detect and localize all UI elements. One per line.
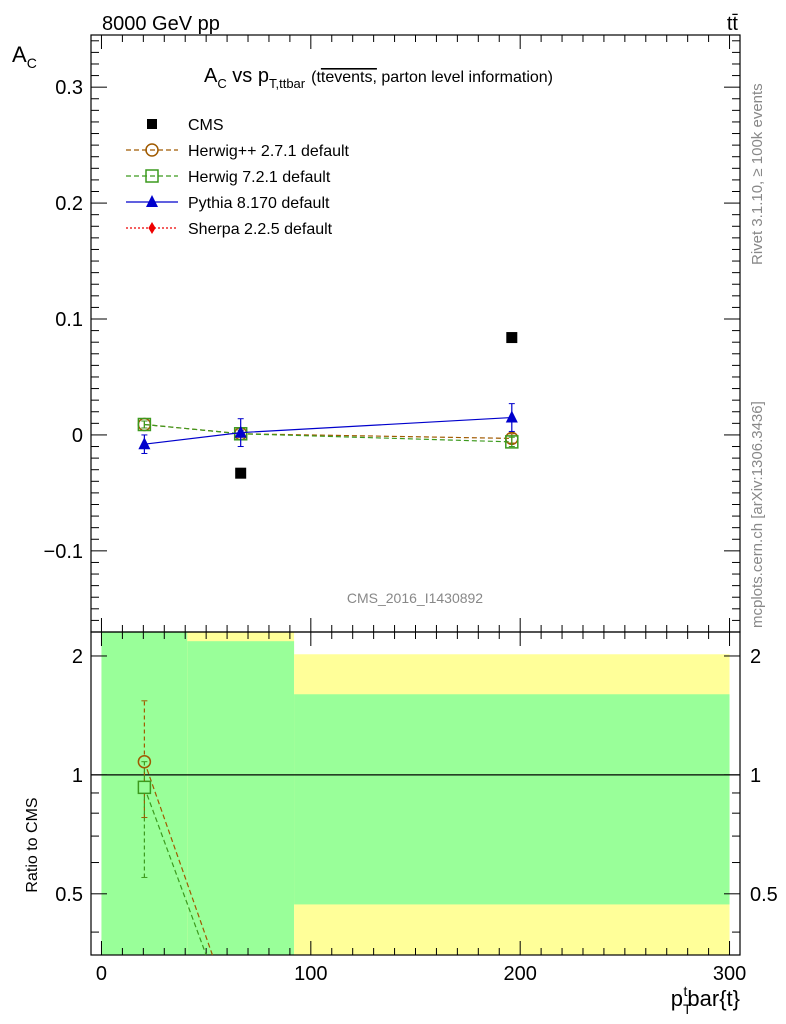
main-plot-area: −0.1 0 0.1 0.2 0.3 bbox=[44, 34, 741, 633]
mcplots-label: mcplots.cern.ch [arXiv:1306.3436] bbox=[749, 401, 766, 628]
herwig7-ratio-line bbox=[143, 787, 207, 956]
ratio-y-tick-label-right: 0.5 bbox=[750, 884, 778, 906]
x-tick-label: 200 bbox=[503, 963, 536, 985]
y-tick-label: 0.2 bbox=[55, 193, 83, 215]
pythia-point bbox=[234, 425, 247, 438]
legend-marker-herwigpp bbox=[145, 143, 159, 157]
y-tick-label: 0.3 bbox=[55, 77, 83, 99]
legend-marker-pythia bbox=[146, 195, 158, 207]
legend-label-herwigpp: Herwig++ 2.7.1 default bbox=[188, 143, 350, 160]
pythia-point bbox=[505, 410, 518, 423]
ratio-inner-band-1 bbox=[187, 641, 295, 955]
ratio-plot-area: 0 100 200 300 0.5 0.5 1 1 2 2 bbox=[55, 631, 778, 985]
cms-data-point bbox=[235, 467, 247, 479]
ratio-y-tick-label-right: 1 bbox=[750, 765, 761, 787]
x-axis-label: pTtbar{t} bbox=[671, 983, 740, 1017]
legend-marker-sherpa bbox=[148, 222, 156, 234]
legend-label-pythia: Pythia 8.170 default bbox=[188, 195, 330, 212]
legend: CMS Herwig++ 2.7.1 default Herwig 7.2.1 de… bbox=[126, 117, 350, 238]
cms-data-point bbox=[506, 332, 518, 344]
ratio-y-tick-label-right: 2 bbox=[750, 646, 761, 668]
energy-label: 8000 GeV pp bbox=[102, 13, 220, 35]
ratio-y-tick-label: 1 bbox=[72, 765, 83, 787]
rivet-label: Rivet 3.1.10, ≥ 100k events bbox=[749, 83, 766, 265]
ratio-inner-band-2 bbox=[294, 694, 730, 905]
legend-label-sherpa: Sherpa 2.2.5 default bbox=[188, 221, 333, 238]
herwig7-point bbox=[505, 435, 519, 449]
x-tick-label: 100 bbox=[294, 963, 327, 985]
ratio-series-layer bbox=[137, 700, 213, 956]
legend-label-cms: CMS bbox=[188, 117, 224, 134]
process-label: tt̄ bbox=[727, 13, 739, 35]
analysis-id: CMS_2016_I1430892 bbox=[347, 590, 483, 606]
y-axis-label: AC bbox=[12, 42, 37, 71]
herwig7-line bbox=[144, 423, 512, 443]
legend-marker-cms bbox=[147, 119, 157, 129]
y-tick-label: 0 bbox=[72, 425, 83, 447]
herwig7-ratio-point bbox=[137, 780, 152, 795]
main-series-layer bbox=[137, 332, 519, 479]
ratio-y-tick-label: 2 bbox=[72, 646, 83, 668]
herwigpp-ratio-line bbox=[143, 761, 213, 956]
ratio-y-axis-label: Ratio to CMS bbox=[24, 797, 41, 892]
chart-title: AC vs pT,ttbar (ttevents, parton level in… bbox=[204, 65, 553, 91]
y-tick-label: 0.1 bbox=[55, 309, 83, 331]
y-tick-label: −0.1 bbox=[44, 541, 83, 563]
herwig7-point bbox=[137, 417, 152, 432]
ratio-y-tick-label: 0.5 bbox=[55, 884, 83, 906]
ratio-bands bbox=[101, 632, 730, 955]
x-tick-label: 300 bbox=[713, 963, 746, 985]
pythia-point bbox=[138, 437, 151, 450]
legend-marker-herwig7 bbox=[145, 169, 159, 183]
x-tick-label: 0 bbox=[96, 963, 107, 985]
legend-label-herwig7: Herwig 7.2.1 default bbox=[188, 169, 331, 186]
